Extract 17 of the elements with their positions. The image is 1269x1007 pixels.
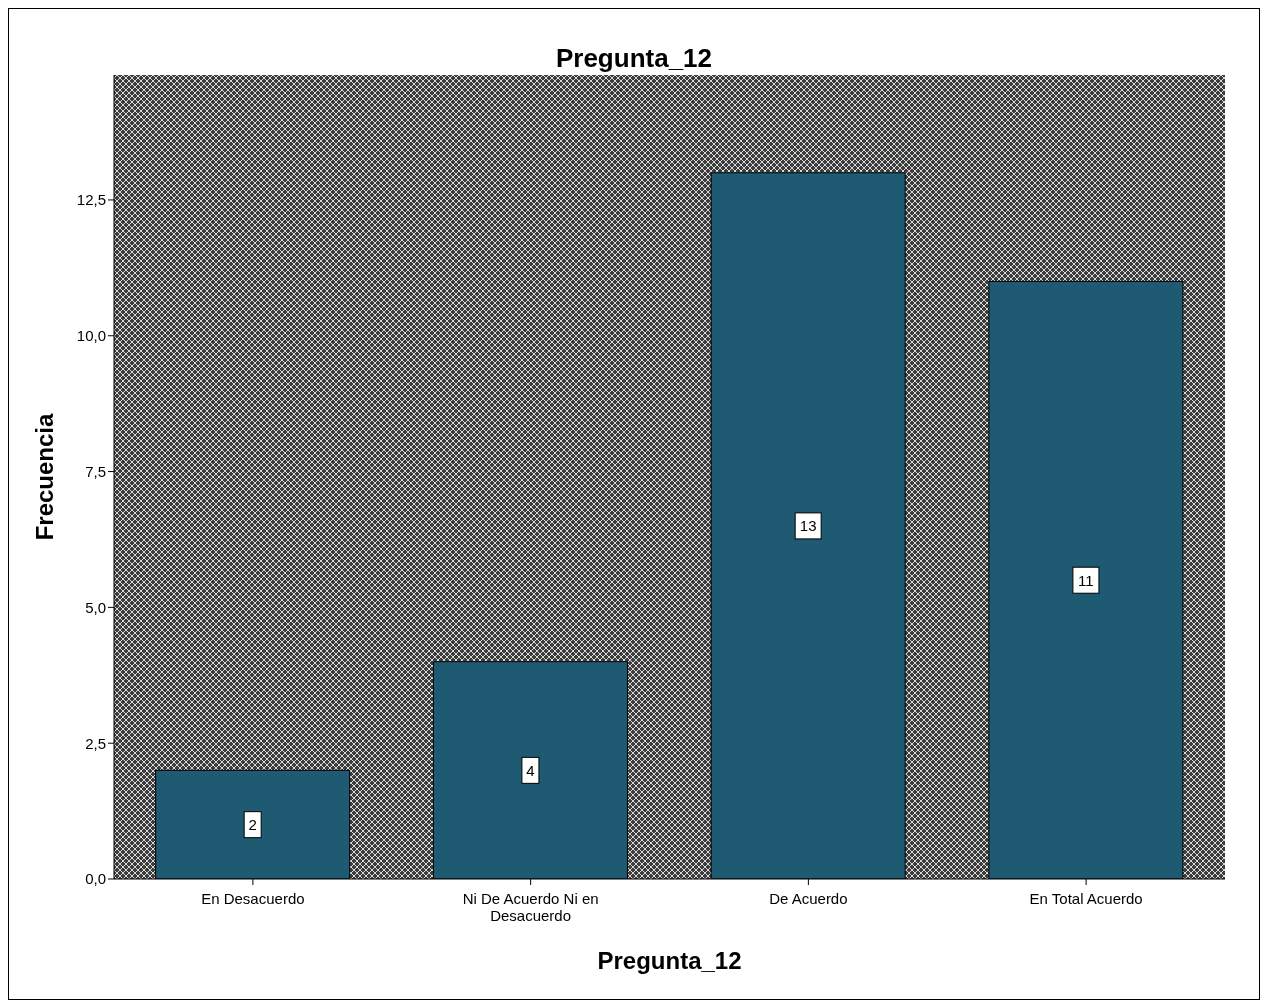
y-tick-label: 0,0 [85, 870, 106, 888]
y-axis-title: Frecuencia [30, 412, 58, 541]
y-tick-label: 7,5 [85, 462, 106, 480]
x-axis-title: Pregunta_12 [597, 947, 742, 974]
y-tick-label: 12,5 [76, 191, 106, 209]
y-tick-label: 2,5 [85, 734, 106, 752]
x-tick-label: En Total Acuerdo [1029, 889, 1143, 907]
data-label: 2 [248, 816, 257, 834]
x-tick-label: Ni De Acuerdo Ni en Desacuerdo [462, 889, 599, 924]
data-label: 11 [1078, 571, 1094, 589]
x-tick-label: En Desacuerdo [201, 889, 305, 907]
x-tick-label: De Acuerdo [769, 889, 848, 907]
chart-title: Pregunta_12 [554, 43, 714, 74]
y-tick-label: 10,0 [76, 327, 106, 345]
y-tick-label: 5,0 [85, 598, 106, 616]
data-label: 13 [799, 517, 817, 535]
data-label: 4 [526, 761, 535, 779]
